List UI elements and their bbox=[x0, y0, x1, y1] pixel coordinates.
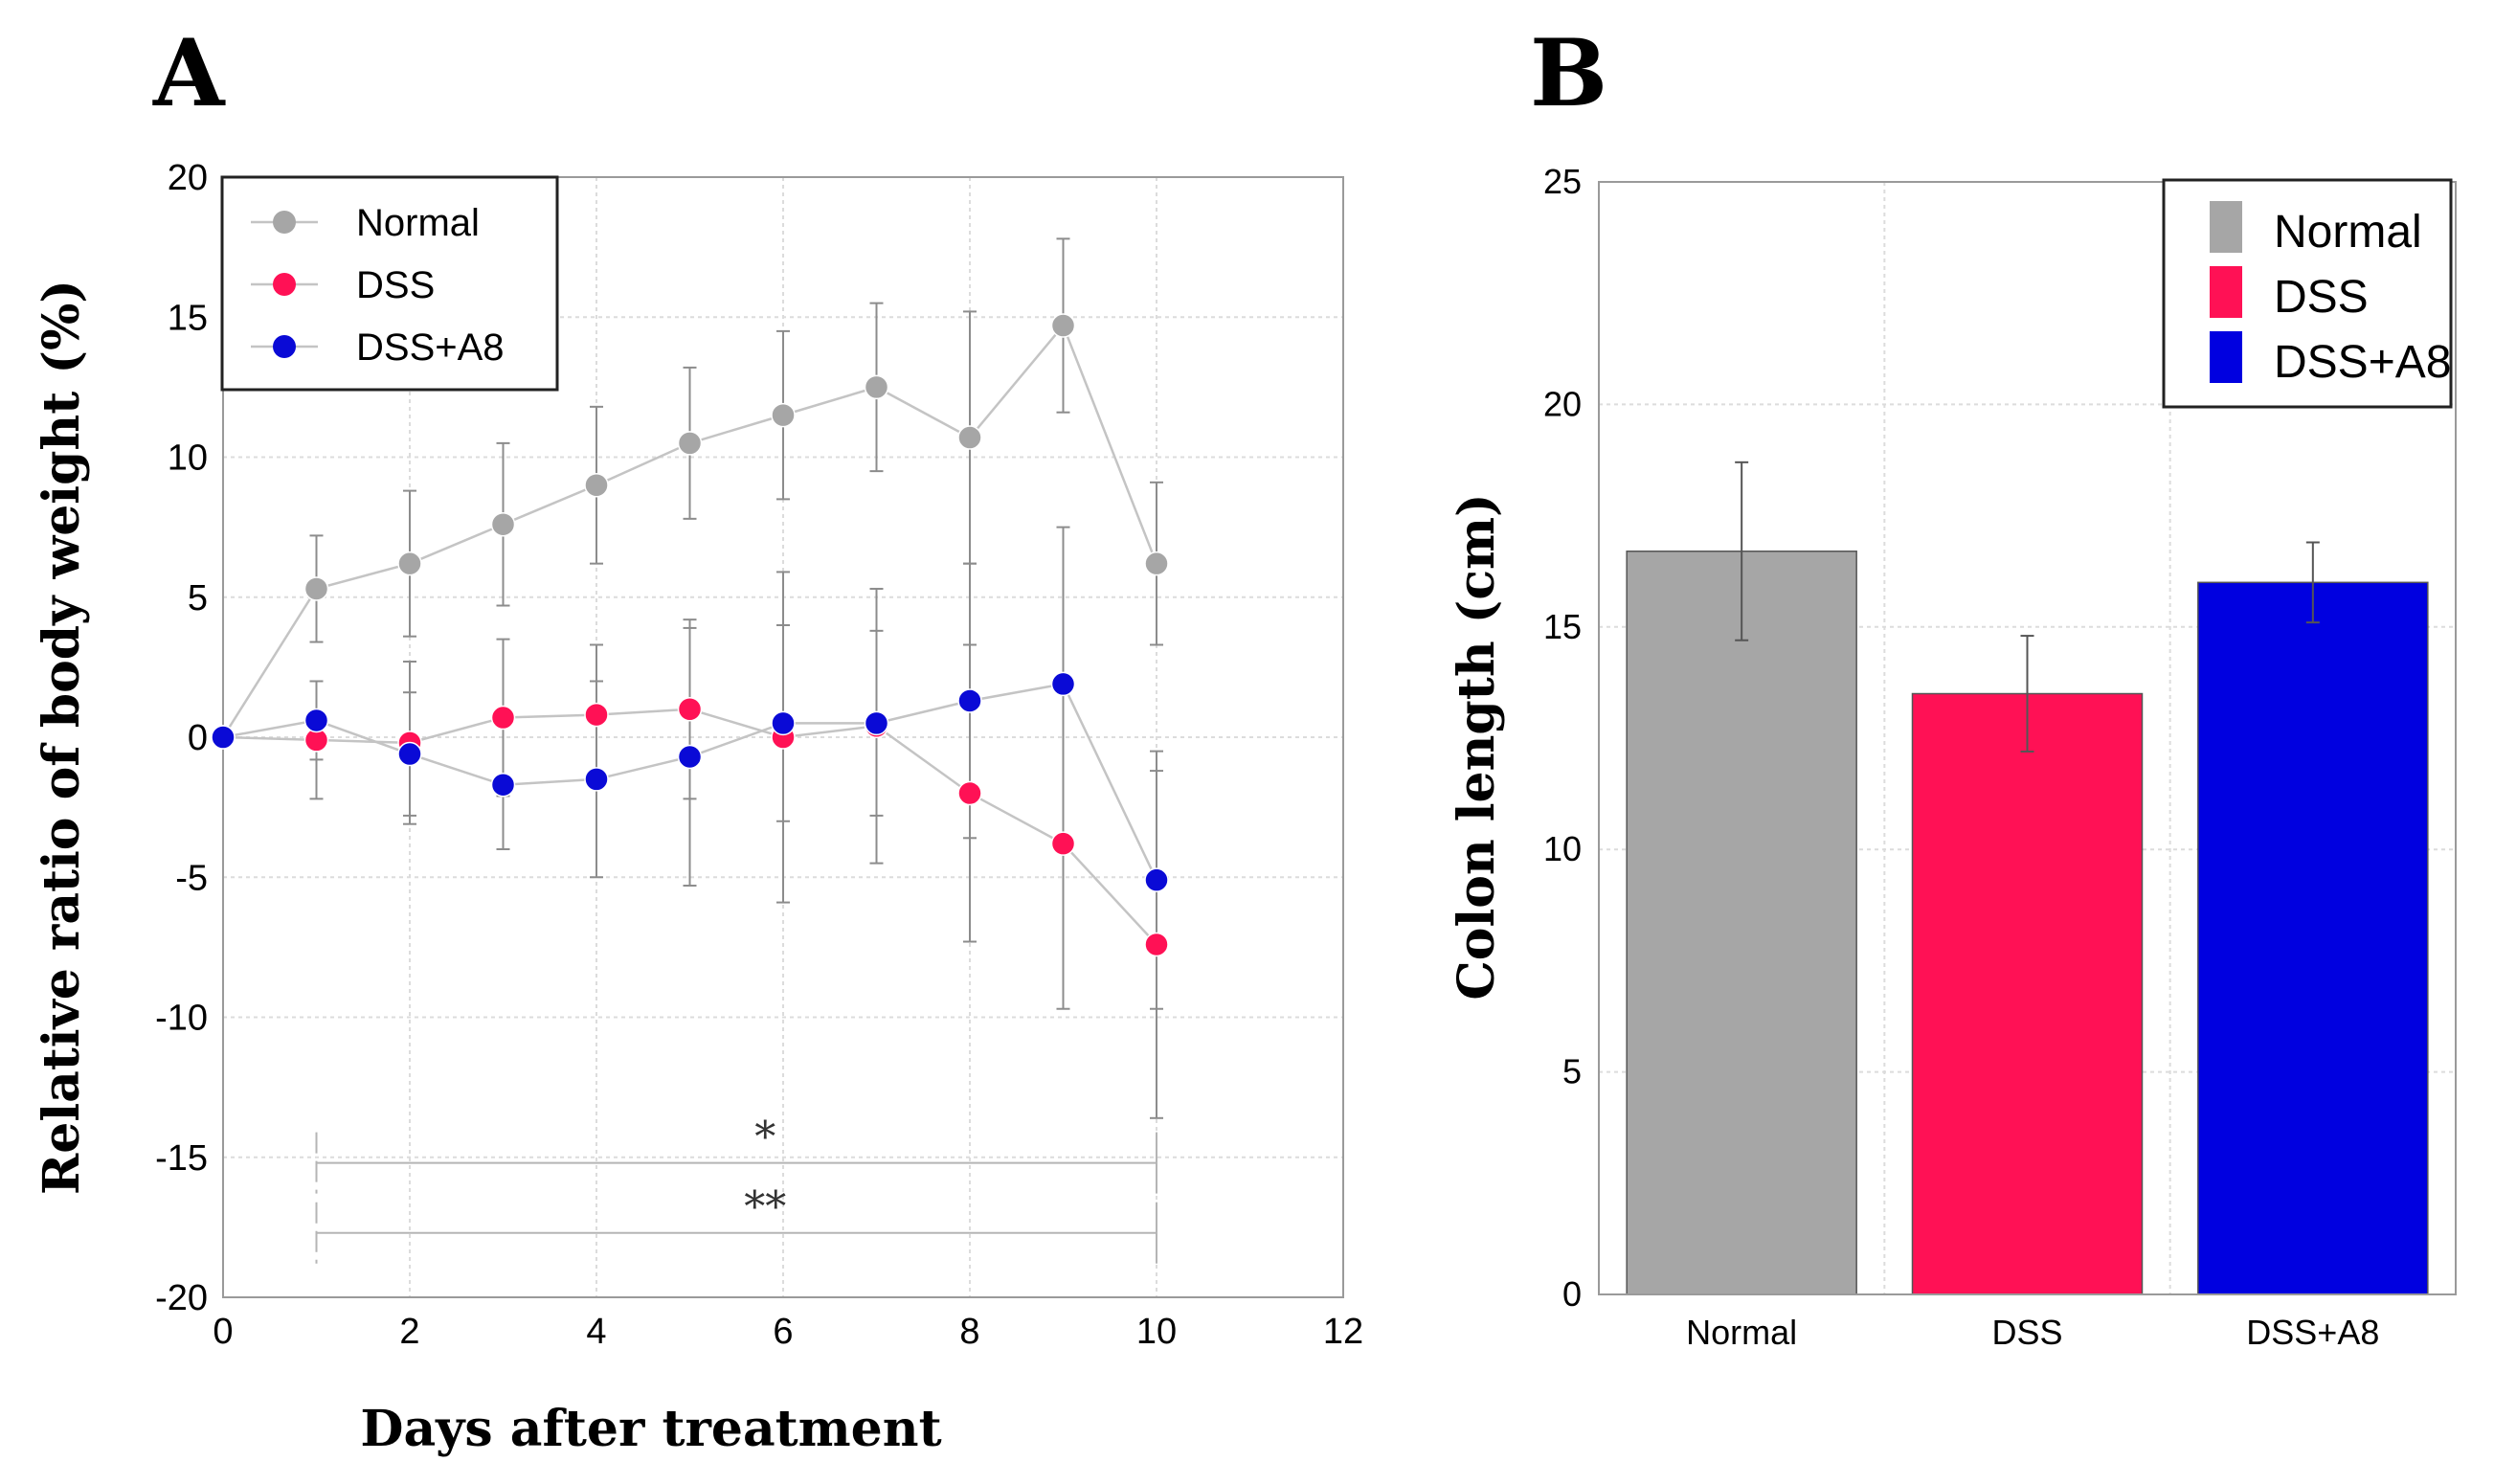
data-point-dss-a8 bbox=[397, 741, 422, 767]
panel-b-y-tick-label: 0 bbox=[1562, 1274, 1582, 1314]
panel-b-x-tick-label: Normal bbox=[1686, 1313, 1797, 1352]
data-point-normal bbox=[584, 473, 609, 498]
panel-a-x-tick-label: 2 bbox=[399, 1312, 419, 1352]
panel-a-data-points bbox=[211, 313, 1169, 957]
data-point-dss-a8 bbox=[864, 710, 889, 736]
panel-a-x-ticks: 0 2 4 6 8 10 12 bbox=[213, 1312, 1363, 1352]
data-point-normal bbox=[771, 402, 796, 428]
legend-marker bbox=[273, 211, 296, 234]
data-point-normal bbox=[677, 431, 703, 456]
panel-b-y-tick-label: 10 bbox=[1543, 829, 1582, 868]
panel-b-y-ticks: 25 20 15 10 5 0 bbox=[1543, 162, 1582, 1314]
panel-a-y-tick-label: -5 bbox=[175, 858, 208, 898]
data-point-normal bbox=[957, 425, 982, 450]
legend-marker bbox=[273, 273, 296, 296]
panel-b-plot-frame bbox=[1598, 181, 2457, 1295]
panel-a-x-tick-label: 6 bbox=[773, 1312, 793, 1352]
legend-label: Normal bbox=[2274, 207, 2422, 258]
panel-a-y-tick-label: 20 bbox=[168, 158, 208, 198]
panel-b-y-tick-label: 25 bbox=[1543, 162, 1582, 201]
legend-label: DSS bbox=[356, 264, 435, 306]
panel-b-y-axis-title: Colon length (cm) bbox=[1448, 493, 1506, 1000]
significance-brackets: *** bbox=[315, 1113, 1157, 1264]
panel-b-x-tick-label: DSS bbox=[1991, 1313, 2062, 1352]
panel-a-label: A bbox=[152, 19, 226, 127]
data-point-dss-a8 bbox=[1050, 671, 1076, 697]
panel-a-x-axis-title: Days after treatment bbox=[360, 1400, 941, 1458]
panel-b-label: B bbox=[1530, 19, 1607, 127]
data-point-dss-a8 bbox=[1144, 867, 1169, 892]
bar-dss bbox=[1911, 692, 2144, 1295]
significance-label: ** bbox=[744, 1183, 786, 1232]
panel-a-y-tick-label: 5 bbox=[188, 578, 208, 618]
data-point-normal bbox=[1144, 551, 1169, 576]
data-point-normal bbox=[490, 511, 516, 537]
legend-label: DSS bbox=[2274, 272, 2369, 323]
panel-b-bar-chart: B 25 20 15 10 5 0 Normal DSS DSS+A8 Normal DSS DS… bbox=[1448, 19, 2457, 1352]
data-point-dss-a8 bbox=[211, 725, 236, 750]
legend-label: DSS+A8 bbox=[2274, 337, 2451, 388]
legend-label: Normal bbox=[356, 202, 480, 244]
panel-a-y-ticks: 20 15 10 5 0 -5 -10 -15 -20 bbox=[155, 158, 208, 1318]
panel-a-y-tick-label: -15 bbox=[155, 1138, 208, 1179]
panel-a-y-tick-label: -10 bbox=[155, 999, 208, 1039]
data-point-dss-a8 bbox=[677, 744, 703, 770]
data-point-dss bbox=[490, 705, 516, 731]
panel-b-legend: Normal DSS DSS+A8 bbox=[2162, 178, 2453, 409]
data-point-dss bbox=[957, 780, 982, 806]
data-point-dss-a8 bbox=[957, 688, 982, 713]
panel-b-y-tick-label: 20 bbox=[1543, 384, 1582, 423]
data-point-normal bbox=[1050, 313, 1076, 338]
panel-a-y-tick-label: -20 bbox=[155, 1278, 208, 1318]
data-point-dss-a8 bbox=[584, 767, 609, 792]
data-point-dss bbox=[1050, 831, 1076, 856]
panel-a-legend: Normal DSS DSS+A8 bbox=[220, 175, 559, 392]
panel-a-y-tick-label: 10 bbox=[168, 438, 208, 479]
panel-a-x-tick-label: 4 bbox=[586, 1312, 606, 1352]
data-point-dss-a8 bbox=[303, 708, 329, 733]
significance-label: * bbox=[754, 1113, 775, 1162]
panel-b-y-tick-label: 5 bbox=[1562, 1052, 1582, 1091]
data-point-dss bbox=[584, 702, 609, 728]
legend-label: DSS+A8 bbox=[356, 326, 505, 369]
data-point-dss bbox=[1144, 932, 1169, 957]
panel-a-y-tick-label: 0 bbox=[188, 718, 208, 758]
panel-a-x-tick-label: 8 bbox=[959, 1312, 979, 1352]
legend-swatch bbox=[2210, 331, 2242, 383]
data-point-dss bbox=[677, 697, 703, 722]
data-point-dss-a8 bbox=[490, 772, 516, 798]
panel-b-y-tick-label: 15 bbox=[1543, 607, 1582, 646]
panel-b-x-ticks: Normal DSS DSS+A8 bbox=[1686, 1313, 2379, 1352]
legend-swatch bbox=[2210, 266, 2242, 318]
data-point-normal bbox=[397, 551, 422, 576]
legend-swatch bbox=[2210, 201, 2242, 253]
data-point-normal bbox=[303, 576, 329, 601]
panel-a-y-tick-label: 15 bbox=[168, 298, 208, 338]
panel-b-error-bars bbox=[1735, 461, 2320, 753]
panel-a-y-axis-title: Relative ratio of body weight (%) bbox=[33, 280, 91, 1195]
legend-marker bbox=[273, 335, 296, 358]
data-point-normal bbox=[864, 374, 889, 400]
panel-a-x-tick-label: 10 bbox=[1136, 1312, 1177, 1352]
bar-normal bbox=[1626, 551, 1857, 1295]
data-point-dss-a8 bbox=[771, 710, 796, 736]
bar-dss-a8 bbox=[2197, 581, 2429, 1295]
panel-a-x-tick-label: 12 bbox=[1323, 1312, 1363, 1352]
panel-b-x-tick-label: DSS+A8 bbox=[2246, 1313, 2379, 1352]
panel-a-x-tick-label: 0 bbox=[213, 1312, 233, 1352]
